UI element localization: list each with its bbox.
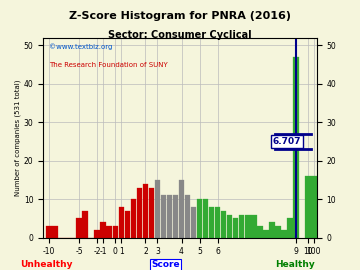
Bar — [149, 188, 154, 238]
Text: The Research Foundation of SUNY: The Research Foundation of SUNY — [49, 62, 167, 68]
Y-axis label: Number of companies (531 total): Number of companies (531 total) — [14, 79, 21, 196]
Bar — [154, 180, 160, 238]
Bar — [221, 211, 226, 238]
Text: Z-Score Histogram for PNRA (2016): Z-Score Histogram for PNRA (2016) — [69, 11, 291, 21]
Bar — [269, 222, 275, 238]
Bar — [185, 195, 190, 238]
Bar — [203, 199, 208, 238]
Bar — [293, 57, 298, 238]
Bar — [118, 207, 124, 238]
Bar — [143, 184, 148, 238]
Bar — [131, 199, 136, 238]
Text: Sector: Consumer Cyclical: Sector: Consumer Cyclical — [108, 30, 252, 40]
Text: 6.707: 6.707 — [273, 137, 301, 146]
Bar — [52, 226, 58, 238]
Bar — [305, 176, 317, 238]
Bar — [191, 207, 197, 238]
Bar — [46, 226, 52, 238]
Bar — [239, 215, 244, 238]
Text: Unhealthy: Unhealthy — [21, 260, 73, 269]
Bar — [209, 207, 215, 238]
Bar — [251, 215, 257, 238]
Bar — [215, 207, 220, 238]
Bar — [107, 226, 112, 238]
Bar — [179, 180, 184, 238]
Bar — [125, 211, 130, 238]
Bar — [136, 188, 142, 238]
Text: Healthy: Healthy — [275, 260, 315, 269]
Bar — [76, 218, 82, 238]
Bar — [100, 222, 106, 238]
Bar — [161, 195, 166, 238]
Bar — [113, 226, 118, 238]
Bar — [197, 199, 202, 238]
Text: Score: Score — [151, 260, 180, 269]
Bar — [173, 195, 178, 238]
Bar — [94, 230, 100, 238]
Bar — [257, 226, 262, 238]
Bar — [227, 215, 233, 238]
Text: ©www.textbiz.org: ©www.textbiz.org — [49, 44, 112, 50]
Bar — [275, 226, 280, 238]
Bar — [233, 218, 238, 238]
Bar — [263, 230, 269, 238]
Bar — [167, 195, 172, 238]
Bar — [281, 230, 287, 238]
Bar — [287, 218, 293, 238]
Bar — [82, 211, 88, 238]
Bar — [245, 215, 251, 238]
